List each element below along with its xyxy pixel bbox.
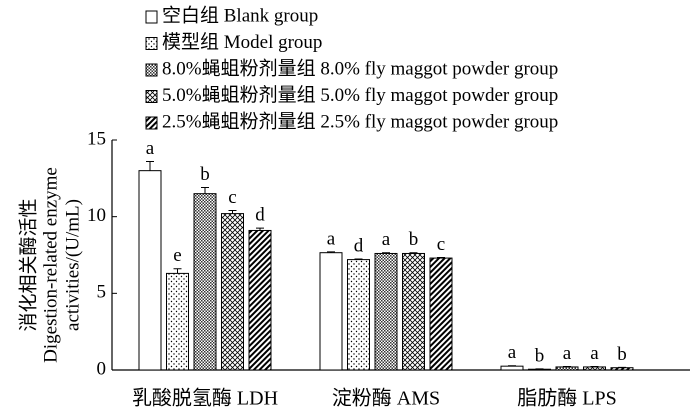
bar — [583, 366, 606, 371]
legend-swatch — [145, 90, 158, 103]
error-bar — [228, 210, 237, 214]
significance-label: a — [327, 228, 336, 249]
y-tick-label: 15 — [87, 128, 106, 149]
error-bar — [146, 160, 154, 171]
significance-label: c — [228, 187, 236, 208]
error-bar — [409, 252, 418, 254]
significance-label: a — [382, 229, 391, 250]
legend-swatch — [145, 10, 158, 24]
legend-swatch — [145, 63, 158, 77]
bar — [429, 257, 453, 371]
error-bar — [437, 256, 445, 259]
significance-label: e — [173, 245, 181, 266]
legend-swatch — [145, 37, 158, 50]
bar — [374, 252, 398, 371]
y-tick-label: 10 — [87, 205, 106, 226]
bar — [500, 365, 524, 371]
y-axis-label: 消化相关酶活性 Digestion-related enzyme activitie… — [17, 167, 83, 363]
significance-label: d — [354, 235, 364, 256]
legend-label: 空白组 Blank group — [162, 4, 318, 26]
y-axis-label-line: activities/(U/mL) — [62, 199, 83, 331]
error-bar — [173, 268, 182, 274]
significance-label: a — [563, 343, 572, 364]
y-axis-label-line: Digestion-related enzyme — [40, 167, 61, 363]
significance-label: b — [617, 344, 627, 365]
x-tick-label: 淀粉酶 AMS — [332, 387, 440, 410]
significance-label: b — [409, 229, 419, 250]
legend-label: 8.0%蝇蛆粉剂量组 8.0% fly maggot powder group — [162, 57, 558, 79]
error-bar — [201, 187, 209, 194]
bar — [319, 252, 343, 371]
significance-label: a — [590, 343, 599, 364]
x-tick-label: 脂肪酶 LPS — [517, 387, 616, 410]
error-bar — [256, 227, 264, 231]
bar — [248, 229, 272, 371]
significance-label: c — [437, 234, 445, 255]
error-bar — [327, 251, 335, 253]
legend-label: 2.5%蝇蛆粉剂量组 2.5% fly maggot powder group — [162, 110, 558, 132]
significance-label: a — [146, 138, 155, 159]
error-bar — [354, 258, 363, 260]
y-tick-label: 0 — [97, 358, 107, 379]
legend-swatch — [145, 116, 158, 130]
y-tick-label: 5 — [97, 282, 107, 303]
bar — [610, 367, 634, 371]
legend-label: 模型组 Model group — [162, 31, 322, 53]
significance-label: a — [508, 342, 517, 363]
significance-label: d — [255, 205, 265, 226]
bar — [402, 252, 425, 371]
bar — [347, 259, 370, 371]
bar — [193, 193, 217, 371]
error-bar — [382, 252, 390, 254]
x-tick-label: 乳酸脱氢酶 LDH — [132, 387, 278, 410]
bar — [555, 366, 579, 371]
significance-label: b — [200, 164, 210, 185]
legend-label: 5.0%蝇蛆粉剂量组 5.0% fly maggot powder group — [162, 84, 558, 106]
bar — [221, 213, 244, 371]
bar — [138, 170, 162, 371]
bar — [166, 272, 189, 371]
y-axis-label-line: 消化相关酶活性 — [17, 198, 39, 331]
significance-label: b — [535, 345, 545, 366]
